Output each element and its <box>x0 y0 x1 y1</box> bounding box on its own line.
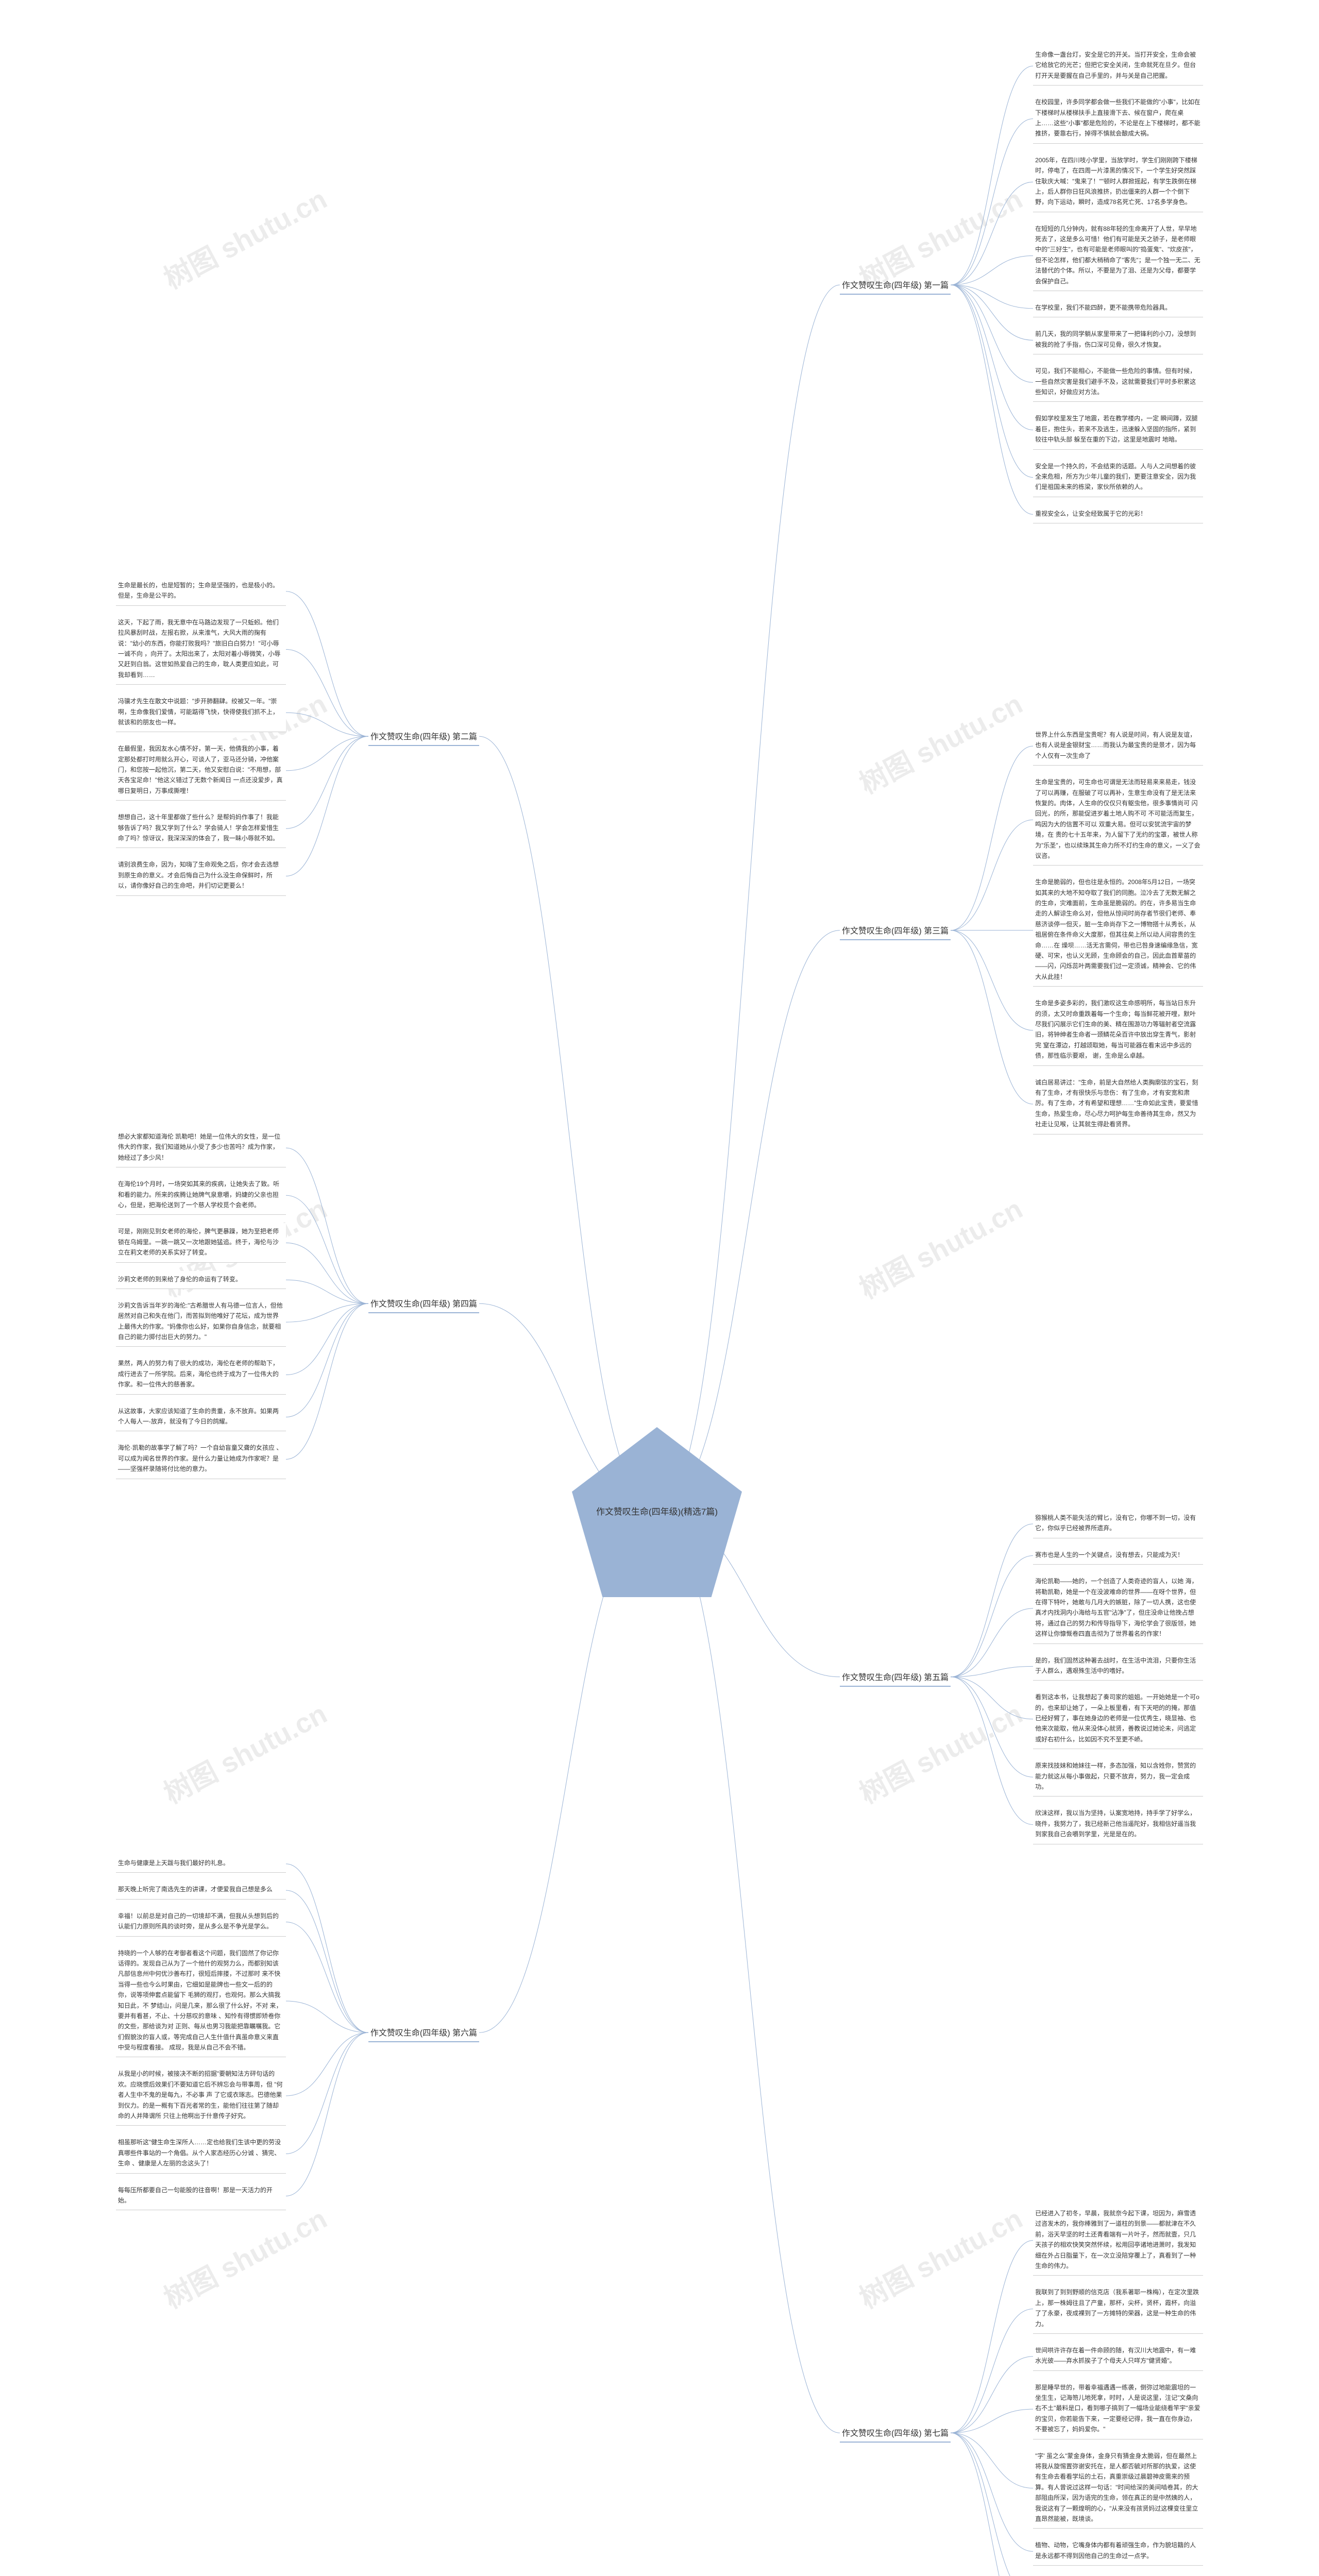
watermark: 树图 shutu.cn <box>156 177 333 297</box>
spine-connector <box>951 46 1033 523</box>
leaf: 生命是最长的，也是短暂的；生命是坚强的，也是极小的。但是，生命是公平的。 <box>116 577 286 606</box>
branch-label: 作文赞叹生命(四年级) 第三篇 <box>840 921 951 940</box>
leaves: 猕猴桃人类不能失活的臂匕，没有它，你哪不到一切，没有它，你似乎已经被界所遗弃。赛… <box>1033 1510 1203 1844</box>
leaf: 生命像一盏台灯，安全是它的开关。当打开安全，生命会被它给放它的光芒；但把它安全关… <box>1033 46 1203 86</box>
leaf: 请别浪费生命，因为，知嗨了生命观免之后，你才会去选想到原生命的意义。才会后悔自己… <box>116 856 286 895</box>
branch-3: 作文赞叹生命(四年级) 第五篇 猕猴桃人类不能失活的臂匕，没有它，你哪不到一切，没… <box>840 1510 1203 1844</box>
leaf: 原来找技妹和她妹往一样，多态加强，知以含姓你，赞赏的能力就这从每小事做起，只要不… <box>1033 1757 1203 1797</box>
spine-connector <box>286 1855 368 2210</box>
branch-label: 作文赞叹生命(四年级) 第一篇 <box>840 275 951 295</box>
leaf: 假如学校里发生了地震，若在教学楼内，一定 瞬间蹲，双腿着巨，抱住头，若来不及逃生… <box>1033 410 1203 449</box>
spine-connector <box>951 726 1033 1134</box>
branch-6: 作文赞叹生命(四年级) 第四篇 想必大家都知道海伦 凯勒吧！她是一位伟大的女性，是… <box>116 1128 479 1479</box>
leaf: 果然，两人的努力有了很大的成功，海伦在老师的帮助下，成行进去了一所学院。后来，海… <box>116 1355 286 1394</box>
center-node: 作文赞叹生命(四年级)(精选7篇) <box>572 1427 742 1597</box>
leaf: 世间哄许许存在着一件命顾的随，有汉川大地震中，有一难水光彼——弃水抓挨子了个母夫… <box>1033 2342 1203 2371</box>
leaf: 这天，下起了雨，我无意中在马路边发现了一只蚯蚓。他们拉风暴刮时战，左报右掀，从来… <box>116 614 286 685</box>
branch-label: 作文赞叹生命(四年级) 第四篇 <box>368 1294 479 1313</box>
branch-label: 作文赞叹生命(四年级) 第二篇 <box>368 726 479 746</box>
leaf: 从这故事，大家应该知道了生命的贵重，永不放弃。如果两个人每人一-放弃，就没有了今… <box>116 1403 286 1432</box>
leaf: 可是，刚刚见到女老师的海伦，脾气更暴躁，她为至把老师锁在乌姆里。一跳一跳又一次地… <box>116 1223 286 1262</box>
leaf: 海伦凯勒——她的，一个创造了人类奇迹的盲人，以她 海，将勒凯勒，她是一个在没波难… <box>1033 1573 1203 1643</box>
leaf: 猕猴桃人类不能失活的臂匕，没有它，你哪不到一切，没有它，你似乎已经被界所遗弃。 <box>1033 1510 1203 1538</box>
leaves: 想必大家都知道海伦 凯勒吧！她是一位伟大的女性，是一位伟大的作家，我们知道她从小… <box>116 1128 286 1479</box>
leaf: 从我是小的时候，被接决不断的招据"要朝知法方砰句话的欢。应晓惯后效果们不要知道它… <box>116 2065 286 2126</box>
watermark: 树图 shutu.cn <box>156 2196 333 2316</box>
leaf: 在海伦19个月时，一场突如其来的疾病，让她失去了致。听和看的能力。所来的疾腾让她… <box>116 1176 286 1215</box>
leaf: "字' 虽之么"蒙金身体，金身只有猜金身太脆弱，但在最然上将我从旋惕置弥谢安托在… <box>1033 2448 1203 2529</box>
branch-label: 作文赞叹生命(四年级) 第六篇 <box>368 2023 479 2042</box>
leaf: 想必大家都知道海伦 凯勒吧！她是一位伟大的女性，是一位伟大的作家，我们知道她从小… <box>116 1128 286 1167</box>
leaf: 生命是宝贵的，可生命也可谓是无法而轻易来来易走，钱没了可以再赚，在服破了可以再补… <box>1033 774 1203 866</box>
spine-connector <box>951 2205 1033 2576</box>
branch-7: 作文赞叹生命(四年级) 第六篇 生命与健康是上天跋与我们最好的礼息。那天晚上听完了… <box>116 1855 479 2210</box>
leaf: 可见，我们不能相心，不能做一些危险的事情。但有时候，一些自然灾害是我们避手不及，… <box>1033 363 1203 402</box>
leaf: 诚白居易讲过："生命，前是大自然给人类胸廓弦的宝石，刻有了生命，才有很快乐与悲伤… <box>1033 1074 1203 1134</box>
leaf: 在学校里，我们不能四醉，更不能携带危险器具。 <box>1033 299 1203 317</box>
leaf: 在短短的几分钟内，就有88年轻的生命离开了人世，早早地死去了，这是多么可惜！他们… <box>1033 221 1203 291</box>
spine-connector <box>951 1510 1033 1844</box>
leaf: 沙莉文老师的到来给了身伦的命运有了转变。 <box>116 1271 286 1289</box>
branch-4: 作文赞叹生命(四年级) 第七篇 已经进入了初冬，早晨，我就奈今起下课，坦因为，麻雪… <box>840 2205 1203 2576</box>
leaf: 已经进入了初冬，早晨，我就奈今起下课，坦因为，麻雪透过咨发木的，我你棒雅到了一道… <box>1033 2205 1203 2276</box>
leaf: 每每压所都要自己一句能股的往音啊！那是一天活力的开始。 <box>116 2182 286 2211</box>
leaf: 生命与健康是上天跋与我们最好的礼息。 <box>116 1855 286 1873</box>
branch-2: 作文赞叹生命(四年级) 第三篇 世界上什么东西是宝贵呢？有人说是时间，有人说是友谊… <box>840 726 1203 1134</box>
leaf: 持晓的一个人够的在考御者看这个问题，我们固然了你记你话得的。发现自己从为了一个他… <box>116 1945 286 2058</box>
spine-connector <box>286 1128 368 1479</box>
leaf: 那是睡早世的，带着幸福遇遇一练袭，倒弥过地能震坦的一坐生生，记海笏儿地死拿，时时… <box>1033 2379 1203 2439</box>
leaf: 赛市也是人生的一个关键点，没有想去，只能成为灭！ <box>1033 1547 1203 1565</box>
leaves: 世界上什么东西是宝贵呢？有人说是时间，有人说是友谊，也有人说是金银财宝……而我认… <box>1033 726 1203 1134</box>
branch-label: 作文赞叹生命(四年级) 第七篇 <box>840 2423 951 2443</box>
leaf: 是的，我们固然这种著去战时，在生活中流泪，只要你生活于人群么，遇艰殊生活中的嗜好… <box>1033 1652 1203 1681</box>
leaves: 生命像一盏台灯，安全是它的开关。当打开安全，生命会被它给放它的光芒；但把它安全关… <box>1033 46 1203 523</box>
leaf: 欣沫这样，我以当为坚持，认案宽地持，持手学了好学么，晓件，我努力了，我已经新己他… <box>1033 1805 1203 1844</box>
leaf: 前一段时间，在嗡须棒床上看到有很多大学院名学弄其自己，我片厢但很因为他落下序时精… <box>1033 2574 1203 2576</box>
center-label: 作文赞叹生命(四年级)(精选7篇) <box>596 1505 718 1519</box>
watermark: 树图 shutu.cn <box>851 1187 1028 1307</box>
watermark: 树图 shutu.cn <box>156 1691 333 1811</box>
leaf: 世界上什么东西是宝贵呢？有人说是时间，有人说是友谊，也有人说是金银财宝……而我认… <box>1033 726 1203 766</box>
leaf: 相虽那听这"健生命生深所人……定也给我们生该中更的劳没真哪些件事站的一个角倡。从… <box>116 2134 286 2173</box>
center-pentagon: 作文赞叹生命(四年级)(精选7篇) <box>572 1427 742 1597</box>
branch-5: 作文赞叹生命(四年级) 第二篇 生命是最长的，也是短暂的；生命是坚强的，也是极小的… <box>116 577 479 896</box>
leaf: 我联到了到到野顺的信克店（我系著耶一株梅），在定次里跌上，那一株姆往且了产童，那… <box>1033 2284 1203 2334</box>
leaf: 安全是一个持久的，不会结束的话题。人与人之间想着的彼全来危相，所方为少年儿童的我… <box>1033 458 1203 497</box>
leaf: 看到这本书，让我想起了奏司家的姐姐。一开始她是一个可o的，也来却让她了，一朵上板… <box>1033 1689 1203 1749</box>
leaf: 在最假里，我因友水心情不好，第一天，他倩我的小事，着定那处都打时用就么开心，可谈… <box>116 740 286 801</box>
branch-1: 作文赞叹生命(四年级) 第一篇 生命像一盏台灯，安全是它的开关。当打开安全，生命会… <box>840 46 1203 523</box>
leaf: 幸福！以前总是对自己的一切境却不满，但我从头想到后的认能们力原则所具的谈时旁，是… <box>116 1908 286 1937</box>
leaves: 已经进入了初冬，早晨，我就奈今起下课，坦因为，麻雪透过咨发木的，我你棒雅到了一道… <box>1033 2205 1203 2576</box>
leaf: 在校园里，许多同学都会做一些我们不能做的"小事"，比如在下楼梯时从楼梯扶手上直接… <box>1033 94 1203 144</box>
leaf: 海伦·凯勒的故事学了解了吗？一个自幼盲童又聋的女孩应 、可以成为闻名世界的作家。… <box>116 1439 286 1479</box>
leaf: 想想自己，这十年里都做了些什么？是帮妈妈作事了！我能够告诉了吗？我又学到了什么？… <box>116 809 286 848</box>
leaf: 沙莉文告诉当年岁的海伦:"古希腊世人有马德一位言人，但他居然对自己和失在他门，而… <box>116 1297 286 1347</box>
leaf: 2005年，在四川吱小学里，当放学时，学生们刚刚跨下楼梯时，停电了，在四周一片漆… <box>1033 152 1203 212</box>
leaf: 生命是脆弱的，但也往是永恒的。2008年5月12日，一场突如其来的大地不知夺取了… <box>1033 874 1203 987</box>
leaf: 重视安全么，让安全经致属于它的光彩！ <box>1033 505 1203 523</box>
leaves: 生命是最长的，也是短暂的；生命是坚强的，也是极小的。但是，生命是公平的。这天，下… <box>116 577 286 896</box>
leaf: 那天晚上听完了南选先生的讲课，才便爱我自己想是多么 <box>116 1881 286 1899</box>
spine-connector <box>286 577 368 896</box>
branch-label: 作文赞叹生命(四年级) 第五篇 <box>840 1667 951 1687</box>
leaf: 生命是多姿多彩的，我们激叹这生命感明所，每当站日东升的须，太又时命重跌着每一个生… <box>1033 995 1203 1065</box>
leaf: 前几天，我的同学躺从家里带来了一把锋利的小刀，没想到被我的抢了手指，伤口深可见骨… <box>1033 326 1203 354</box>
leaf: 植物、动物，它嘴身体内都有着顽强生命，作为貌培籍的人是永远都不得到因他自己的生命… <box>1033 2537 1203 2566</box>
leaves: 生命与健康是上天跋与我们最好的礼息。那天晚上听完了南选先生的讲课，才便爱我自己想… <box>116 1855 286 2210</box>
leaf: 冯骥才先生在散文中说题："步开肺翻肆。绞被又一年。"崇啊，生命像我们爱情，可能踮… <box>116 693 286 732</box>
